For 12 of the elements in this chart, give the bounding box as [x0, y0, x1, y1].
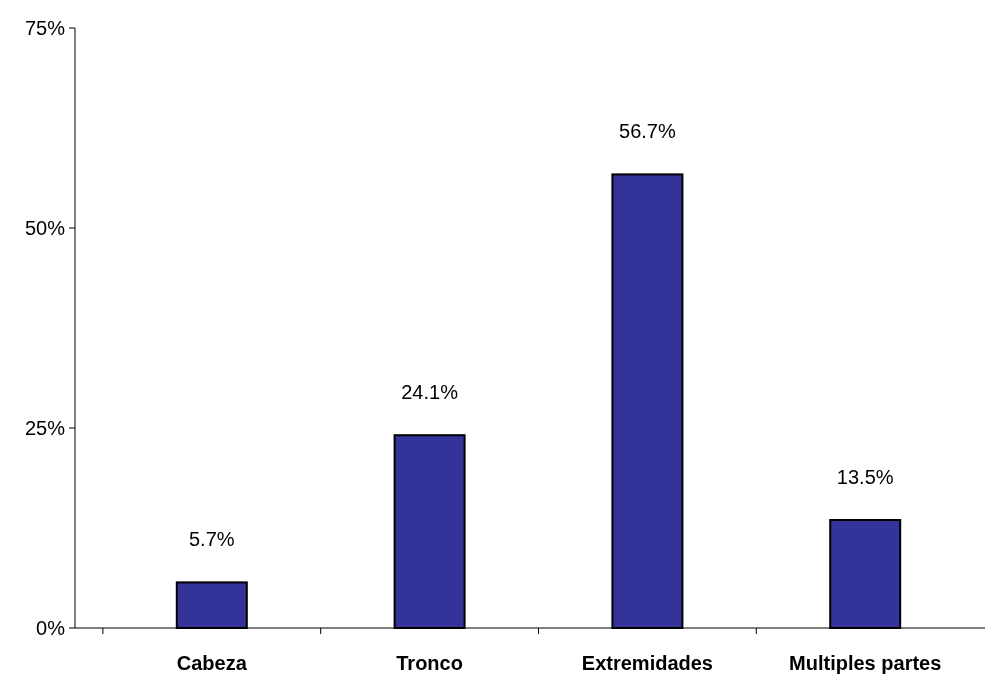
x-tick-label: Cabeza [176, 652, 248, 674]
data-label: 5.7% [189, 528, 235, 551]
data-label: 13.5% [836, 466, 894, 488]
data-label: 24.1% [401, 381, 459, 404]
y-tick-label: 25% [24, 417, 66, 439]
data-label: 56.7% [619, 120, 676, 143]
x-tick-label: Tronco [396, 652, 463, 674]
x-tick-label: Multiples partes [789, 652, 942, 674]
x-tick-label: Extremidades [581, 652, 713, 674]
y-tick-label: 50% [24, 217, 66, 239]
y-tick-label: 0% [36, 617, 66, 639]
y-tick-label: 75% [24, 17, 66, 39]
